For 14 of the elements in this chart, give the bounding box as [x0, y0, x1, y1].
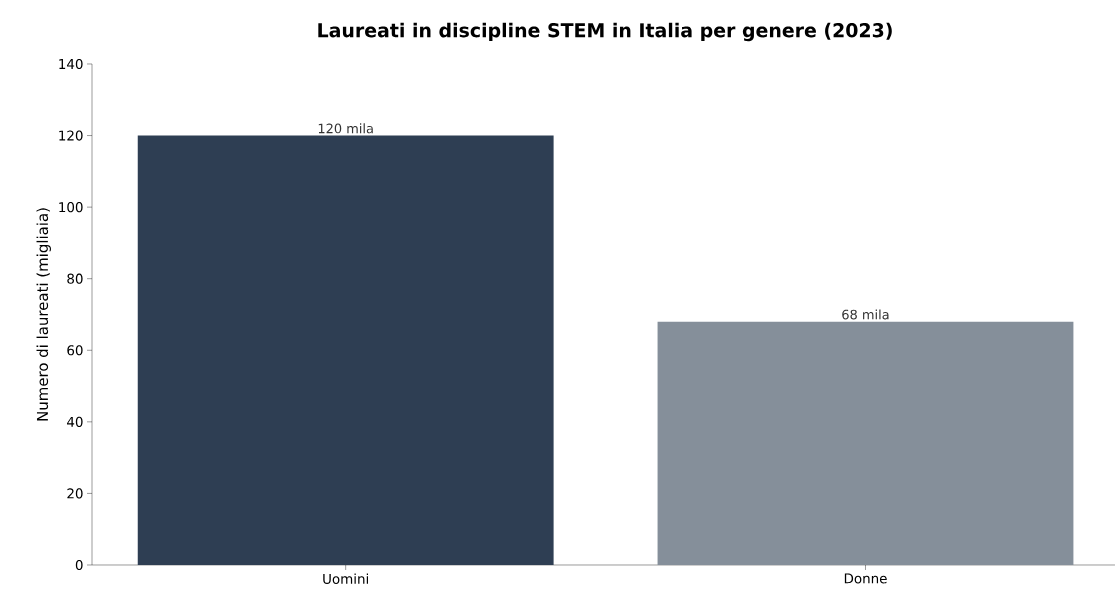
chart-title: Laureati in discipline STEM in Italia per genere (2023) [318, 22, 892, 42]
y-tick-label: 20 [67, 488, 83, 499]
y-axis-title: Numero di laureati (migliaia) [36, 208, 51, 421]
x-tick-label: Donne [844, 573, 887, 584]
x-tick-label: Uomini [323, 573, 368, 584]
y-tick-label: 40 [67, 416, 83, 427]
data-label: 120 mila [318, 123, 373, 134]
y-tick-label: 0 [75, 559, 83, 571]
y-tick-label: 80 [67, 273, 83, 284]
data-label: 68 mila [842, 309, 889, 320]
y-tick-label: 140 [59, 58, 83, 70]
y-tick-label: 60 [67, 345, 83, 356]
y-tick-label: 120 [59, 130, 83, 141]
y-tick-label: 100 [59, 202, 83, 213]
